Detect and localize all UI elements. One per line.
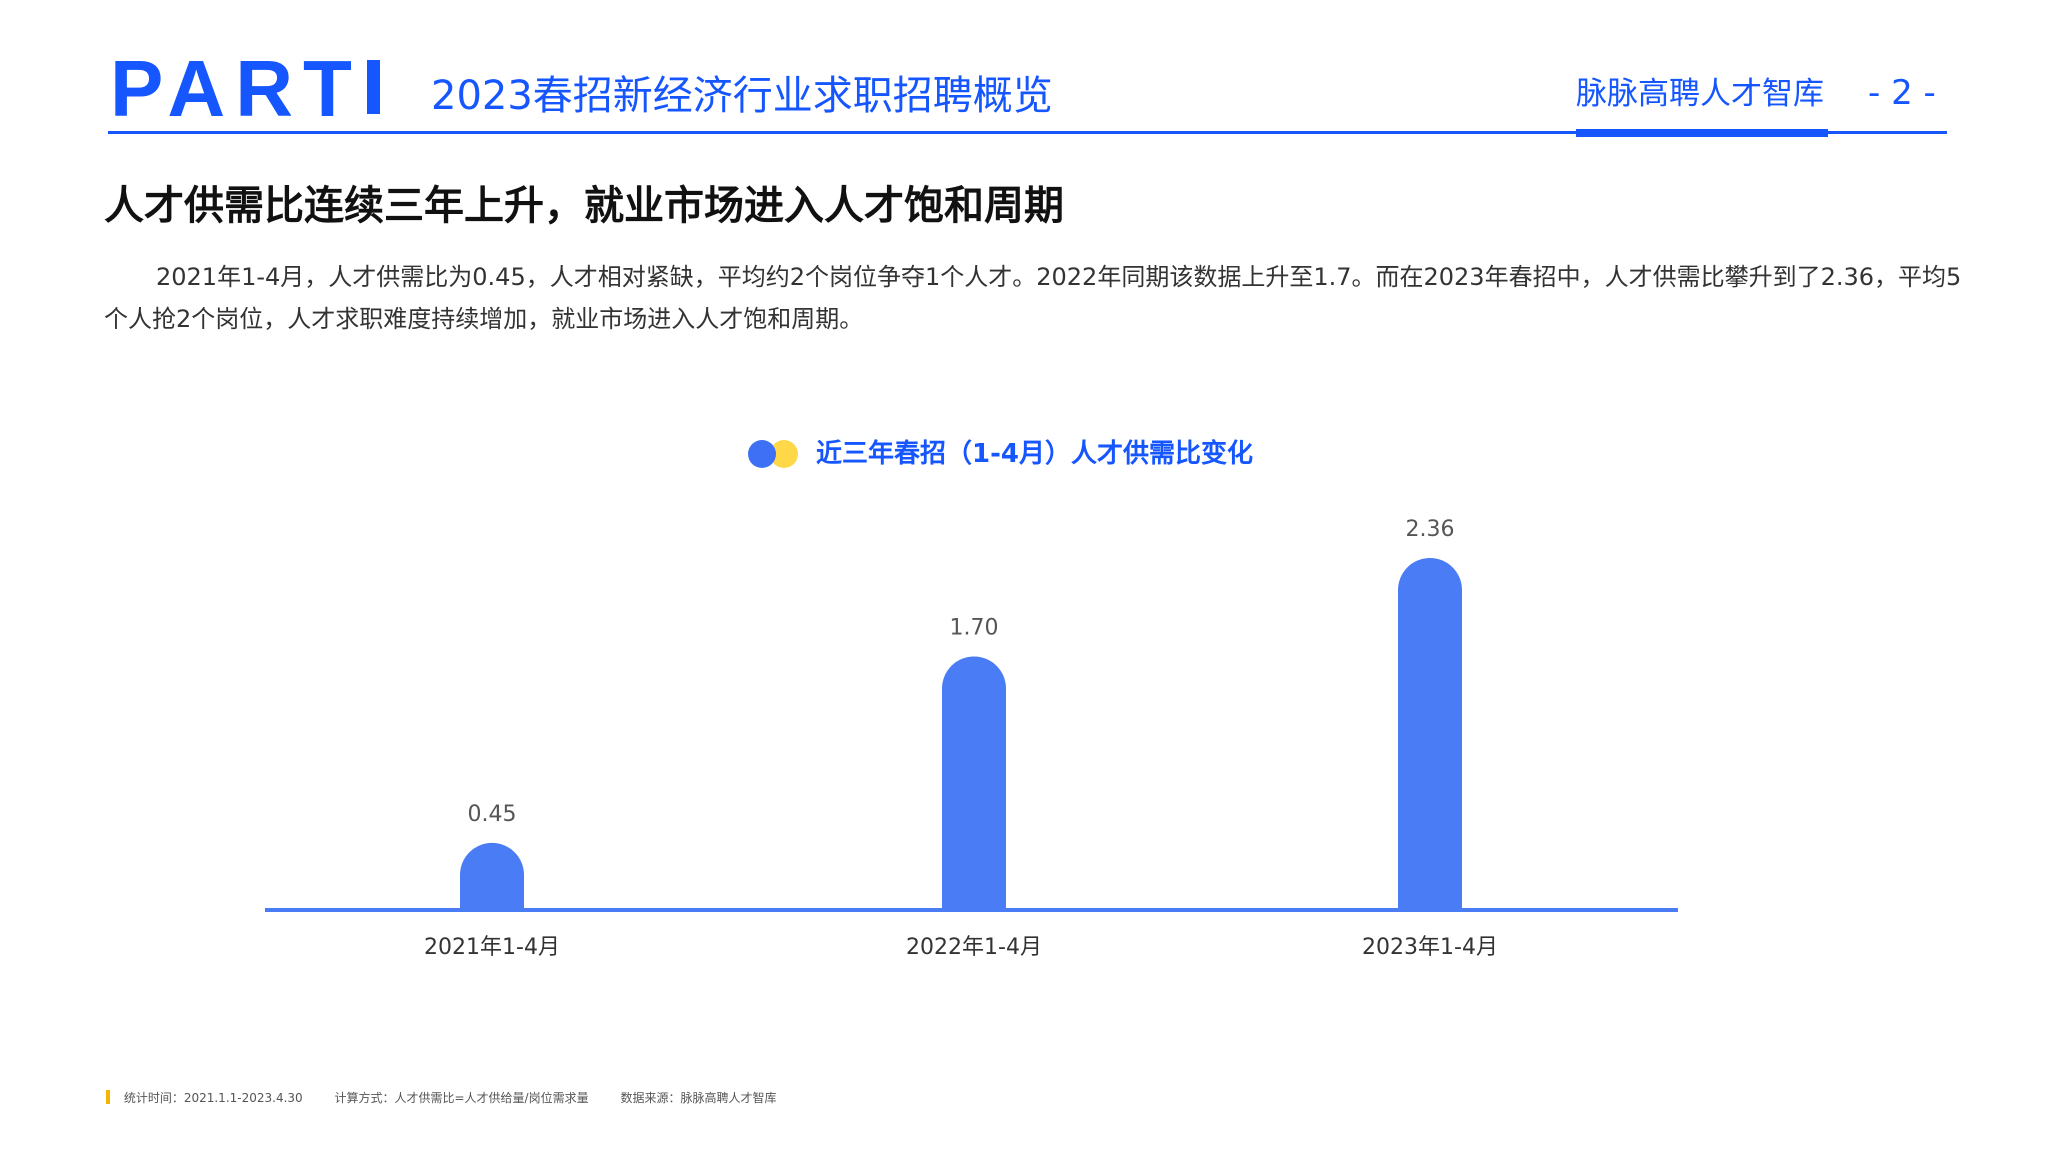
brand-name: 脉脉高聘人才智库 bbox=[1576, 76, 1824, 112]
bar-value-label: 1.70 bbox=[950, 615, 999, 640]
part-label: PART bbox=[110, 44, 362, 133]
footer-source: 数据来源：脉脉高聘人才智库 bbox=[620, 1091, 777, 1105]
legend-dot-blue-icon bbox=[748, 440, 776, 468]
x-tick-label: 2021年1-4月 bbox=[424, 935, 560, 960]
section-title: 人才供需比连续三年上升，就业市场进入人才饱和周期 bbox=[104, 183, 1064, 229]
bar-1 bbox=[460, 842, 524, 910]
chart-title: 近三年春招（1-4月）人才供需比变化 bbox=[816, 439, 1253, 469]
section-body: 2021年1-4月，人才供需比为0.45，人才相对紧缺，平均约2个岗位争夺1个人… bbox=[104, 263, 1962, 333]
bar-2 bbox=[942, 656, 1006, 910]
footer-mark-icon bbox=[106, 1090, 110, 1104]
footer-method: 计算方式：人才供需比=人才供给量/岗位需求量 bbox=[334, 1091, 589, 1105]
bar-value-label: 0.45 bbox=[468, 802, 517, 827]
page-number: - 2 - bbox=[1868, 73, 1936, 113]
x-tick-label: 2022年1-4月 bbox=[906, 935, 1042, 960]
header-divider bbox=[108, 131, 1947, 134]
x-tick-label: 2023年1-4月 bbox=[1362, 935, 1498, 960]
header-title: 2023春招新经济行业求职招聘概览 bbox=[431, 73, 1053, 119]
bar-3 bbox=[1398, 558, 1462, 910]
footer-stat-time: 统计时间：2021.1.1-2023.4.30 bbox=[123, 1091, 303, 1105]
bar-value-label: 2.36 bbox=[1406, 517, 1455, 542]
brand-underline bbox=[1576, 129, 1828, 137]
part-separator bbox=[367, 60, 380, 114]
footer-notes: 统计时间：2021.1.1-2023.4.30 计算方式：人才供需比=人才供给量… bbox=[106, 1088, 804, 1108]
